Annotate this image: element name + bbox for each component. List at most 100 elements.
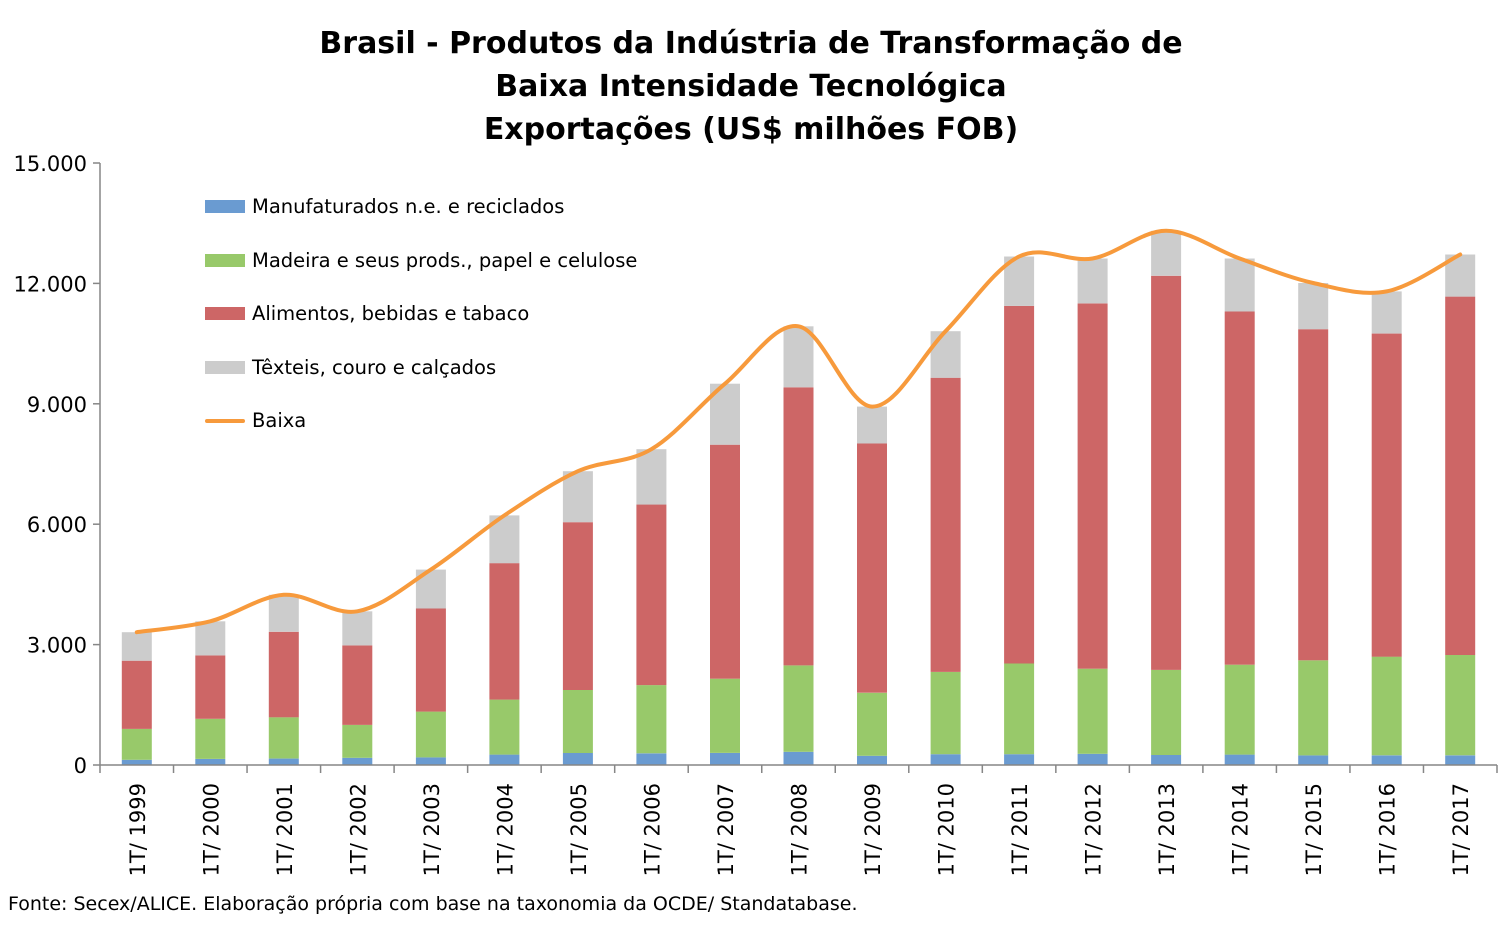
bar-segment-4-16 [1224, 258, 1255, 312]
chart-title-line-3: Exportações (US$ milhões FOB) [483, 112, 1019, 147]
bar-segment-3-5 [415, 608, 446, 712]
bar-segment-3-2 [195, 655, 226, 719]
bar-segment-3-8 [636, 504, 667, 686]
bar-segment-3-18 [1371, 333, 1402, 657]
axes-layer: 0 3.000 6.000 9.000 12.000 15.000 1T/ 1999 1T/ … [14, 152, 1498, 876]
bar-segment-3-9 [710, 444, 740, 679]
bar-segment-4-2 [195, 621, 226, 656]
bar-segment-2-2 [195, 718, 226, 759]
y-tick-label: 0 [74, 754, 87, 778]
x-tick-label: 1T/ 2000 [199, 783, 223, 876]
bar-segment-1-19 [1445, 755, 1476, 765]
bar-segment-2-11 [857, 692, 887, 756]
chart-title-line-2: Baixa Intensidade Tecnológica [495, 69, 1007, 104]
legend-swatch-texteis [205, 360, 245, 374]
legend-swatch-madeira [205, 253, 245, 267]
legend-label-baixa: Baixa [252, 409, 307, 433]
bar-segment-2-8 [636, 685, 667, 754]
y-tick-label: 9.000 [27, 393, 87, 417]
bar-segment-4-7 [562, 471, 593, 523]
bar-segment-2-13 [1004, 663, 1035, 755]
bar-segment-3-12 [930, 377, 961, 672]
bar-segment-3-15 [1151, 275, 1182, 670]
bar-segment-2-12 [930, 671, 961, 755]
bar-segment-1-13 [1004, 754, 1035, 765]
bar-segment-2-7 [562, 690, 593, 753]
bar-segment-4-4 [342, 611, 373, 646]
source-note: Fonte: Secex/ALICE. Elaboração própria c… [8, 893, 858, 915]
y-tick-label: 15.000 [14, 152, 87, 176]
bar-segment-3-11 [857, 443, 887, 693]
bar-segment-2-19 [1445, 655, 1476, 756]
bar-segment-4-8 [636, 449, 667, 505]
bar-segment-2-10 [783, 665, 814, 752]
bar-segment-3-10 [783, 387, 814, 666]
legend-label-madeira: Madeira e seus prods., papel e celulose [252, 248, 638, 272]
bar-segment-1-14 [1077, 753, 1108, 765]
chart-title: Brasil - Produtos da Indústria de Transf… [0, 22, 1502, 151]
bar-segment-4-3 [268, 594, 299, 632]
bar-segment-4-18 [1371, 291, 1402, 334]
legend-item-baixa: Baixa [205, 394, 637, 448]
legend-swatch-manufaturados [205, 200, 245, 214]
bar-segment-1-1 [121, 759, 152, 765]
x-tick-label: 1T/ 2016 [1376, 783, 1400, 876]
bar-segment-2-18 [1371, 656, 1402, 756]
bar-segment-3-19 [1445, 296, 1476, 655]
bar-segment-4-14 [1077, 258, 1108, 304]
bar-segment-1-18 [1371, 755, 1402, 765]
line-layer [134, 228, 1463, 635]
bar-segment-2-1 [121, 728, 152, 760]
x-tick-label: 1T/ 2017 [1449, 783, 1473, 876]
x-tick-label: 1T/ 2010 [935, 783, 959, 876]
x-tick-label: 1T/ 2012 [1082, 783, 1106, 876]
x-tick-label: 1T/ 2011 [1008, 783, 1032, 876]
x-tick-label: 1T/ 2007 [714, 783, 738, 876]
bar-segment-2-5 [415, 711, 446, 758]
bar-segment-1-16 [1224, 754, 1255, 765]
x-tick-label: 1T/ 2005 [567, 783, 591, 876]
bar-segment-2-14 [1077, 668, 1108, 754]
x-tick-label: 1T/ 2003 [420, 783, 444, 876]
x-tick-label: 1T/ 2002 [346, 783, 370, 876]
bar-segment-2-15 [1151, 669, 1182, 755]
bar-segment-4-10 [783, 326, 814, 388]
legend-label-alimentos: Alimentos, bebidas e tabaco [252, 302, 530, 326]
y-tick-label: 3.000 [27, 634, 87, 658]
bar-segment-2-3 [268, 717, 299, 759]
bar-segment-1-10 [783, 751, 814, 765]
bar-segment-3-4 [342, 645, 373, 725]
bar-segment-4-15 [1151, 230, 1182, 276]
x-tick-label: 1T/ 2004 [493, 783, 517, 876]
bar-segment-4-11 [857, 406, 887, 444]
bar-segment-2-17 [1298, 660, 1329, 756]
bar-segment-1-17 [1298, 755, 1329, 765]
legend-item-manufaturados: Manufaturados n.e. e reciclados [205, 180, 637, 234]
bar-segment-1-11 [857, 755, 887, 765]
chart-title-line-1: Brasil - Produtos da Indústria de Transf… [319, 26, 1183, 61]
bar-segment-3-16 [1224, 311, 1255, 665]
series-line-baixa [134, 228, 1463, 635]
x-tick-label: 1T/ 2014 [1229, 783, 1253, 876]
x-tick-label: 1T/ 2013 [1155, 783, 1179, 876]
bar-segment-1-5 [415, 757, 446, 765]
bar-segment-4-12 [930, 331, 961, 378]
bar-segment-1-3 [268, 758, 299, 765]
legend-item-alimentos: Alimentos, bebidas e tabaco [205, 287, 637, 341]
bar-segment-1-4 [342, 757, 373, 765]
bar-segment-1-12 [930, 754, 961, 765]
bar-segment-1-7 [562, 753, 593, 765]
chart-legend: Manufaturados n.e. e reciclados Madeira … [205, 180, 637, 448]
bar-segment-3-17 [1298, 329, 1329, 661]
bar-segment-4-1 [121, 632, 152, 661]
legend-swatch-alimentos [205, 307, 245, 321]
x-tick-label: 1T/ 2009 [861, 783, 885, 876]
legend-label-manufaturados: Manufaturados n.e. e reciclados [252, 195, 565, 219]
bar-segment-1-8 [636, 753, 667, 765]
bar-segment-1-9 [710, 753, 740, 765]
bar-segment-3-13 [1004, 305, 1035, 664]
x-tick-label: 1T/ 1999 [126, 783, 150, 876]
x-tick-label: 1T/ 2001 [273, 783, 297, 876]
bar-segment-2-16 [1224, 664, 1255, 755]
bar-segment-1-15 [1151, 755, 1182, 765]
